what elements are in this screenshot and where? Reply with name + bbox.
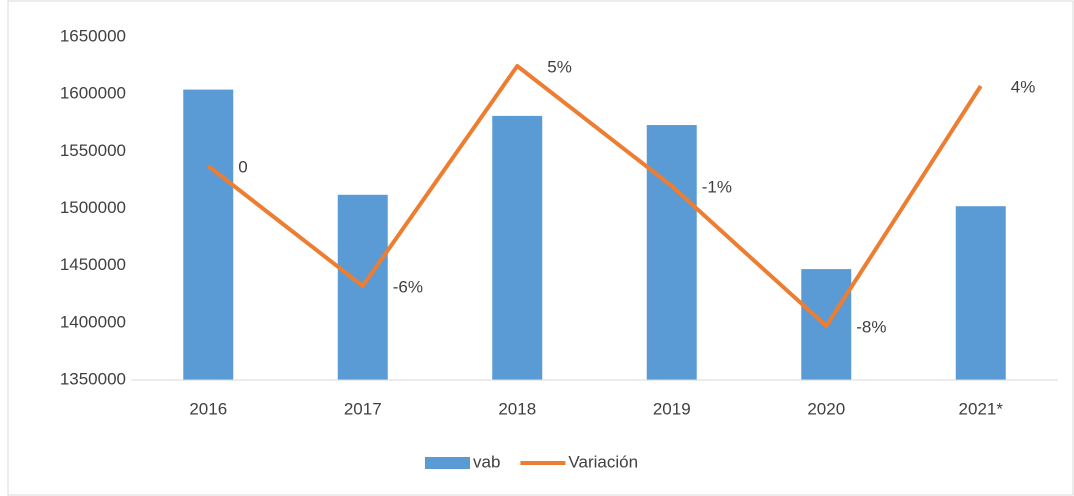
line xyxy=(207,64,983,328)
y-tick-label: 1350000 xyxy=(60,369,126,388)
x-tick-label: 2018 xyxy=(498,399,536,418)
bar xyxy=(183,89,234,381)
x-tick-label: 2017 xyxy=(344,399,382,418)
bar xyxy=(492,115,543,380)
legend-label: vab xyxy=(473,452,500,471)
data-label: -8% xyxy=(856,317,886,336)
y-tick-label: 1650000 xyxy=(60,26,126,45)
x-tick-label: 2021* xyxy=(959,399,1004,418)
data-label: 0 xyxy=(238,157,247,176)
bar xyxy=(955,206,1006,380)
legend-label: Variación xyxy=(568,452,638,471)
x-tick-label: 2016 xyxy=(189,399,227,418)
y-tick-label: 1450000 xyxy=(60,255,126,274)
y-tick-label: 1500000 xyxy=(60,198,126,217)
x-tick-label: 2020 xyxy=(807,399,845,418)
x-tick-label: 2019 xyxy=(653,399,691,418)
data-label: -1% xyxy=(702,177,732,196)
y-tick-label: 1550000 xyxy=(60,141,126,160)
data-label: 5% xyxy=(547,57,572,76)
legend-swatch xyxy=(425,457,470,469)
y-tick-label: 1600000 xyxy=(60,84,126,103)
data-label: -6% xyxy=(393,277,423,296)
data-label: 4% xyxy=(1011,77,1036,96)
y-tick-label: 1400000 xyxy=(60,312,126,331)
bar xyxy=(646,125,697,380)
